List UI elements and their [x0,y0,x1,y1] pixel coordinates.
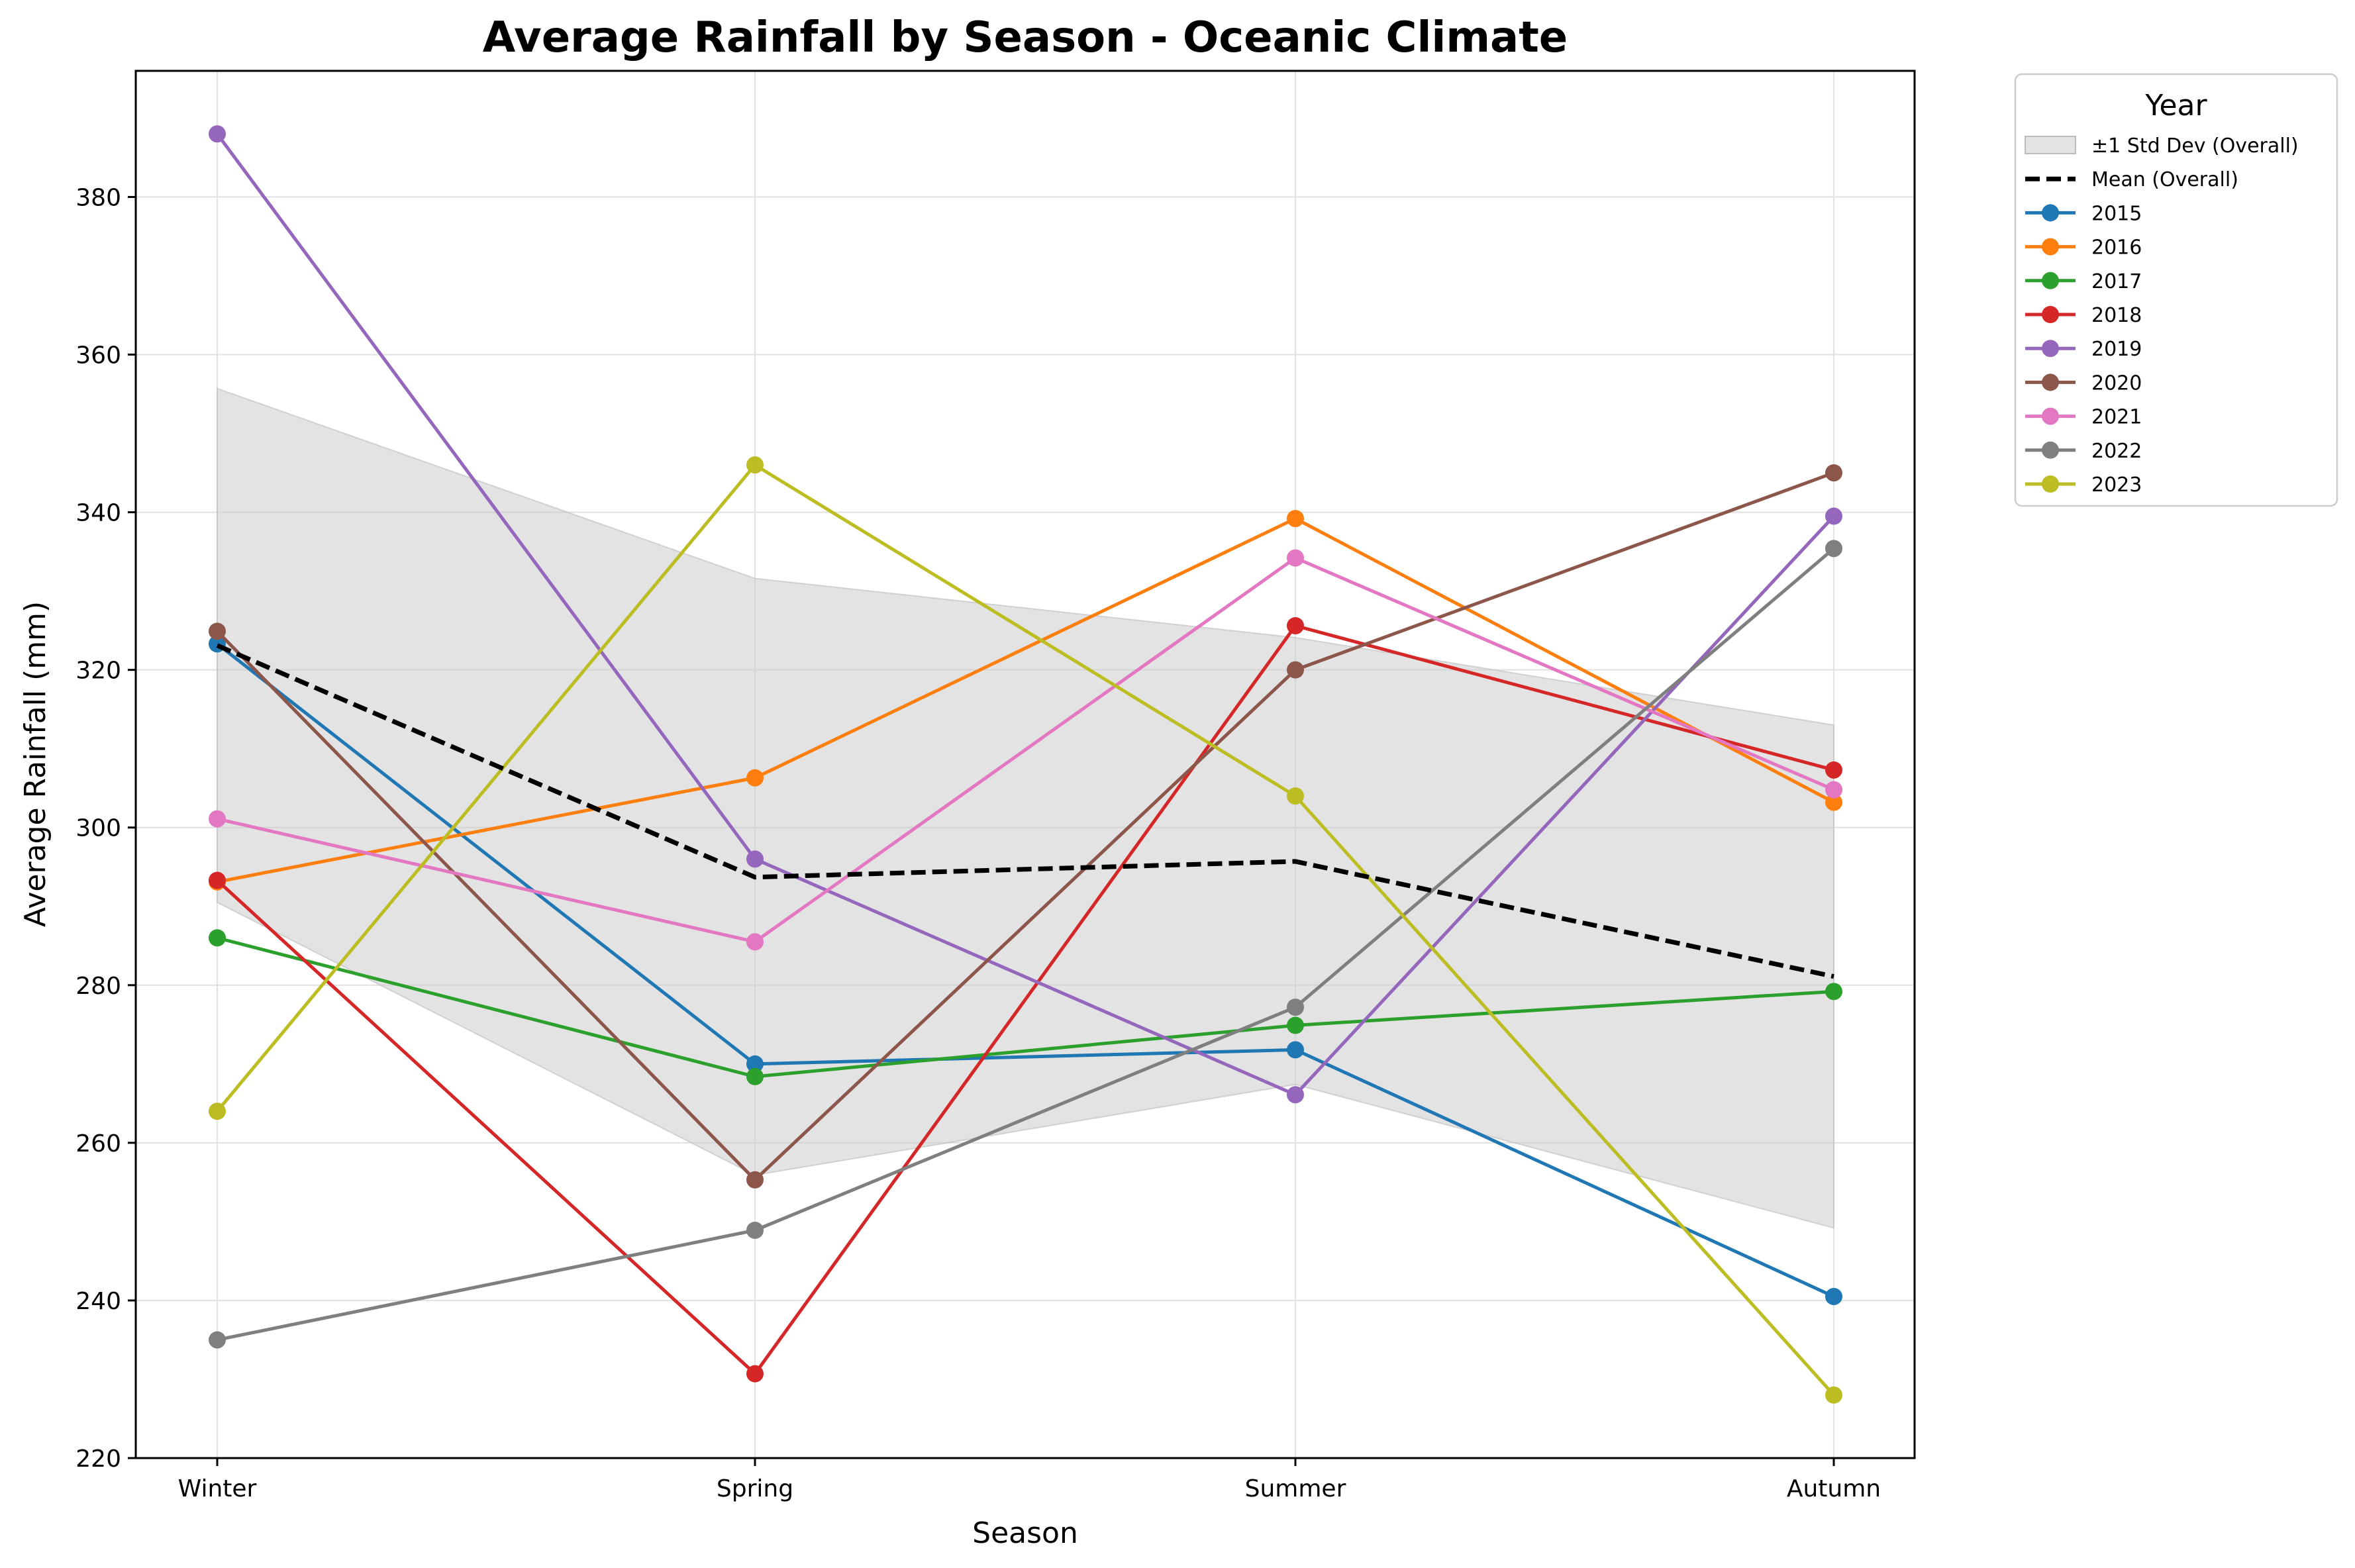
legend-label-2016: 2016 [2091,236,2142,260]
legend-marker-2017 [2042,271,2059,289]
data-point-2021 [746,933,764,951]
axes: 220 240 260 280 300 320 340 360 380 Winter Spring S… [75,184,1881,1502]
y-axis-title: Average Rainfall (mm) [19,601,52,927]
series-line-2017 [217,936,1834,1079]
legend-label-band: ±1 Std Dev (Overall) [2091,134,2299,158]
series-line-2022 [217,547,1835,1342]
legend-marker-2018 [2042,306,2059,323]
data-point-2023 [746,456,764,474]
series-line-2023 [216,463,1835,1396]
data-point-2015 [746,1055,764,1073]
data-point-2016 [1287,510,1304,528]
x-tick-label-autumn: Autumn [1787,1475,1881,1502]
legend-label-2020: 2020 [2091,371,2142,395]
data-point-2023 [209,1102,226,1120]
data-point-2019 [746,850,764,868]
y-tick-label: 280 [75,973,121,1000]
series-line-2016 [217,516,1835,884]
data-point-2019 [1825,507,1842,525]
data-point-2018 [746,1365,764,1383]
data-point-2020 [1825,464,1842,482]
data-point-2022 [1287,999,1304,1016]
series-line-2021 [217,556,1834,944]
series-lines [209,125,1842,1404]
y-tick-label: 380 [75,184,121,211]
legend-label-2023: 2023 [2091,473,2142,497]
x-tick-label-spring: Spring [717,1475,793,1502]
legend-label-2021: 2021 [2091,406,2142,429]
series-line-2019 [215,132,1835,1097]
data-point-2022 [209,1331,226,1349]
y-tick-label: 240 [75,1288,121,1315]
chart-title: Average Rainfall by Season - Oceanic Cli… [483,13,1568,62]
legend-items: ±1 Std Dev (Overall) Mean (Overall) 2015 20… [2025,134,2299,497]
legend-label-2015: 2015 [2091,202,2142,225]
x-tick-label-winter: Winter [178,1475,257,1502]
mean-line [216,643,1834,979]
data-point-2019 [1287,1086,1304,1104]
legend-marker-2019 [2042,340,2059,358]
data-point-2023 [1287,787,1304,805]
legend-marker-2020 [2042,373,2059,391]
data-point-2017 [1287,1016,1304,1034]
data-point-2022 [746,1221,764,1239]
y-tick-label: 220 [75,1446,121,1473]
y-tick-label: 260 [75,1130,121,1157]
data-point-2016 [1825,793,1842,811]
data-point-2020 [1287,661,1304,679]
data-point-2023 [1825,1386,1842,1404]
data-point-2021 [1825,781,1842,799]
x-axis-title: Season [972,1516,1078,1550]
data-point-2017 [746,1067,764,1085]
data-point-2017 [209,929,226,947]
data-point-2020 [746,1171,764,1189]
series-line-2020 [216,471,1834,1182]
y-tick-label: 300 [75,815,121,842]
y-tick-label: 320 [75,658,121,685]
data-point-2015 [1287,1041,1304,1059]
data-point-2016 [746,769,764,787]
data-point-2021 [209,810,226,828]
legend-label-2022: 2022 [2091,440,2142,463]
legend-label-2018: 2018 [2091,304,2142,327]
data-point-2022 [1825,540,1842,558]
series-line-2015 [216,642,1835,1298]
y-tick-label: 340 [75,500,121,527]
data-point-2020 [209,622,226,640]
y-tick-label: 360 [75,342,121,369]
legend-label-mean: Mean (Overall) [2091,168,2238,191]
legend-label-2019: 2019 [2091,338,2142,361]
legend-marker-2016 [2042,238,2059,256]
legend-marker-2021 [2042,407,2059,425]
data-point-2018 [1825,761,1842,779]
data-point-2017 [1825,983,1842,1001]
legend-label-2017: 2017 [2091,270,2142,293]
data-point-2021 [1287,549,1304,567]
legend-marker-2015 [2042,204,2059,222]
x-tick-label-summer: Summer [1245,1475,1346,1502]
data-point-2015 [1825,1287,1842,1305]
legend-box [2014,73,2338,507]
series-line-2018 [216,624,1834,1376]
data-point-2018 [1287,617,1304,634]
data-point-2018 [209,871,226,889]
legend-marker-2022 [2042,441,2059,459]
plot-frame [134,70,1916,1459]
legend-title: Year [2144,89,2207,122]
legend-swatch-band [2025,136,2076,154]
legend-marker-2023 [2042,475,2059,493]
data-point-2019 [209,125,226,143]
legend: Year ±1 Std Dev (Overall) Mean (Overall) 2… [2014,73,2338,507]
